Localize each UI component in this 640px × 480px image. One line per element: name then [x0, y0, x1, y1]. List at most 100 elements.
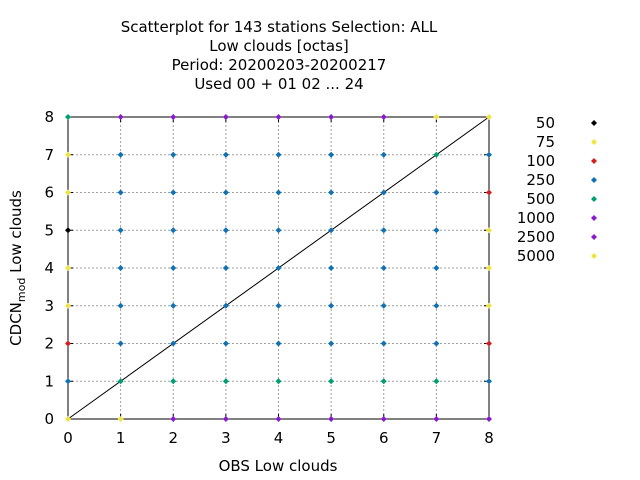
data-point [328, 114, 335, 120]
y-axis-label-tail: Low clouds [7, 190, 25, 278]
data-point [117, 227, 124, 234]
y-tick-label: 7 [44, 146, 54, 164]
data-point [65, 416, 71, 422]
legend-label: 2500 [517, 228, 555, 246]
data-point [65, 378, 71, 385]
data-point [433, 416, 440, 422]
legend-marker [591, 120, 597, 126]
data-point [433, 227, 440, 234]
data-point [117, 302, 124, 309]
data-point [65, 302, 71, 309]
x-axis-label: OBS Low clouds [219, 457, 338, 475]
y-axis-label: CDCNmod Low clouds [7, 190, 28, 346]
data-point [380, 151, 387, 158]
chart-title-line-4: Used 00 + 01 02 ... 24 [194, 75, 363, 93]
data-point [433, 189, 440, 196]
y-tick-label: 5 [44, 221, 54, 239]
data-point [486, 340, 492, 347]
data-point [486, 378, 492, 385]
data-point [65, 265, 71, 271]
x-tick-label: 4 [274, 429, 284, 447]
data-point [222, 302, 229, 309]
data-point [170, 378, 177, 385]
data-point [486, 265, 492, 271]
x-tick-label: 7 [432, 429, 442, 447]
data-point [275, 189, 282, 196]
data-point [275, 378, 282, 385]
y-axis-label-main: CDCN [7, 302, 25, 346]
y-tick-label: 1 [44, 372, 54, 390]
data-point [65, 340, 71, 347]
data-point [275, 227, 282, 234]
data-point [486, 227, 492, 234]
data-point [170, 151, 177, 158]
data-point [486, 114, 492, 120]
x-tick-label: 2 [168, 429, 178, 447]
data-point [380, 378, 387, 385]
data-point [328, 340, 335, 347]
data-point [486, 151, 492, 158]
data-point [328, 265, 335, 271]
y-tick-label: 8 [44, 108, 54, 126]
legend-marker [591, 196, 597, 202]
data-point [486, 189, 492, 196]
data-point [222, 227, 229, 234]
legend-label: 75 [536, 133, 555, 151]
legend-marker [591, 158, 597, 164]
data-point [433, 378, 440, 385]
data-point [275, 151, 282, 158]
data-point [380, 227, 387, 234]
data-point [65, 151, 71, 158]
data-point [170, 416, 177, 422]
data-point [222, 114, 229, 120]
legend-label: 50 [536, 114, 555, 132]
y-tick-label: 6 [44, 184, 54, 202]
x-tick-label: 8 [484, 429, 494, 447]
data-point [222, 378, 229, 385]
y-tick-label: 0 [44, 410, 54, 428]
chart-title-line-2: Low clouds [octas] [209, 37, 349, 55]
data-point [328, 151, 335, 158]
data-point [117, 265, 124, 271]
x-tick-label: 3 [221, 429, 231, 447]
legend-marker [591, 139, 597, 145]
data-point [222, 340, 229, 347]
data-point [170, 227, 177, 234]
x-tick-label: 1 [116, 429, 126, 447]
data-point [433, 114, 440, 120]
legend-label: 100 [526, 152, 555, 170]
legend-label: 1000 [517, 209, 555, 227]
y-tick-label: 3 [44, 297, 54, 315]
data-point [380, 340, 387, 347]
data-point [275, 416, 282, 422]
data-point [117, 114, 124, 120]
data-point [170, 265, 177, 271]
data-point [117, 378, 124, 385]
x-tick-label: 0 [63, 429, 73, 447]
data-point [433, 265, 440, 271]
data-point [117, 416, 124, 422]
data-point [222, 151, 229, 158]
data-point [222, 265, 229, 271]
data-point [328, 189, 335, 196]
data-point [275, 114, 282, 120]
data-point [380, 265, 387, 271]
data-point [380, 302, 387, 309]
legend-marker [591, 253, 597, 259]
y-tick-label: 4 [44, 259, 54, 277]
chart-title-line-1: Scatterplot for 143 stations Selection: … [121, 18, 438, 36]
data-points [65, 114, 492, 422]
data-point [433, 151, 440, 158]
legend-label: 500 [526, 190, 555, 208]
data-point [65, 227, 71, 234]
data-point [380, 189, 387, 196]
data-point [117, 340, 124, 347]
data-point [328, 378, 335, 385]
data-point [117, 151, 124, 158]
legend-label: 250 [526, 171, 555, 189]
chart-title: Scatterplot for 143 stations Selection: … [121, 18, 438, 93]
data-point [222, 189, 229, 196]
y-axis-label-sub: mod [15, 278, 28, 302]
data-point [486, 302, 492, 309]
